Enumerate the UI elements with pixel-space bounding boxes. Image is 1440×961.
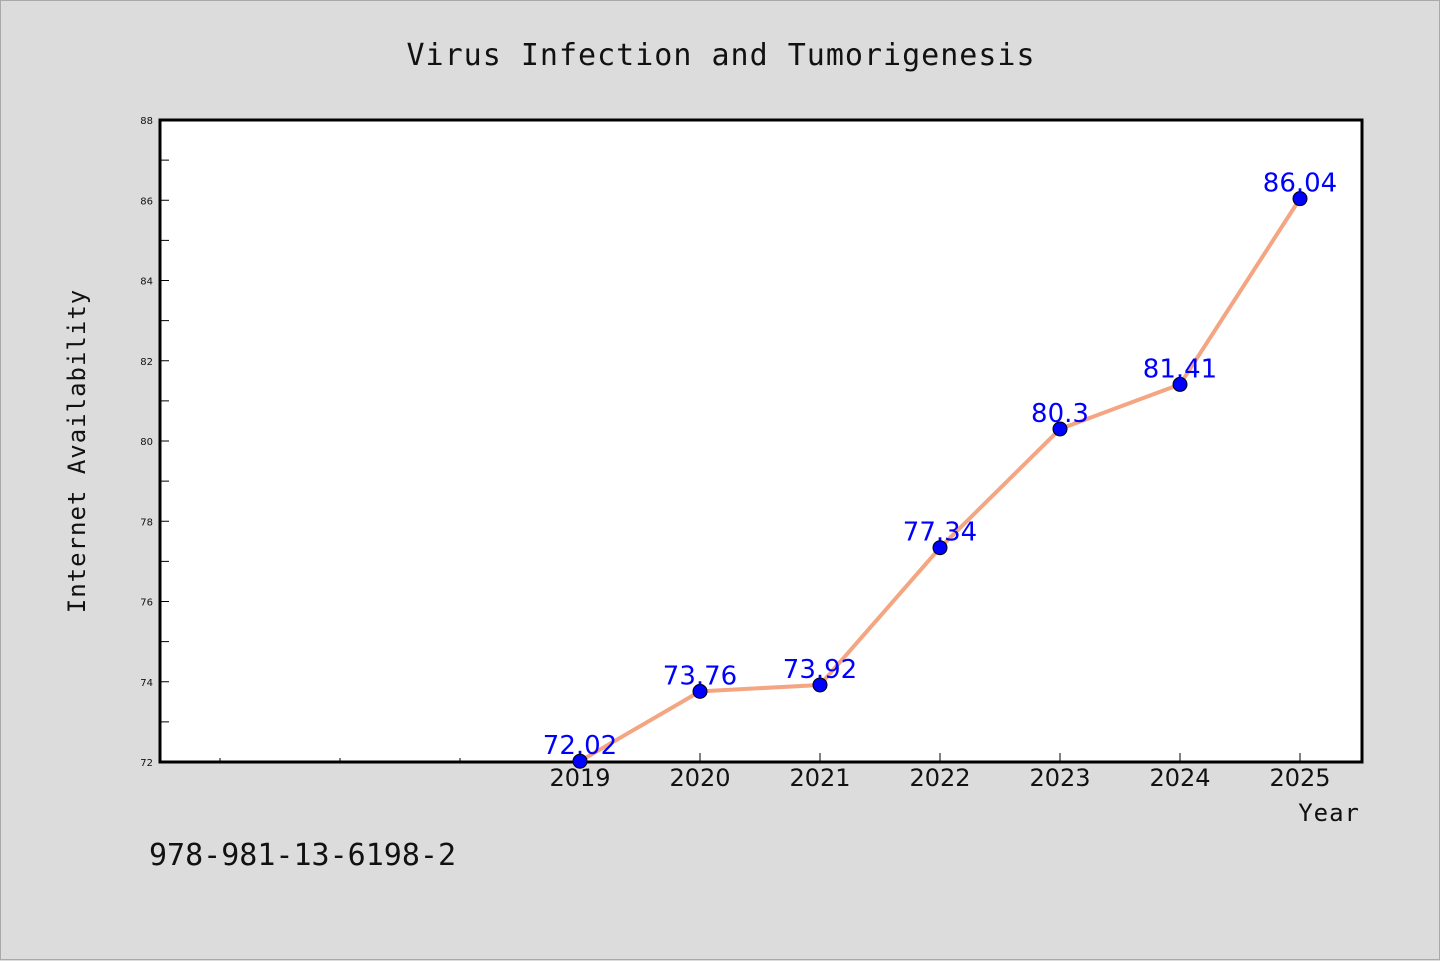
y-tick-label: 82	[140, 357, 153, 368]
y-tick-label: 84	[140, 277, 153, 288]
data-point-marker	[812, 677, 828, 693]
isbn-text: 978-981-13-6198-2	[149, 838, 456, 873]
data-point-marker	[1292, 191, 1308, 207]
data-label: 81.41	[1143, 354, 1217, 384]
data-label: 73.92	[783, 655, 857, 685]
data-point-marker	[1052, 421, 1068, 437]
data-point-marker	[1172, 376, 1188, 392]
y-tick-label: 78	[140, 517, 153, 528]
x-tick-label: 2025	[1269, 764, 1330, 792]
data-label: 80.3	[1031, 399, 1089, 429]
x-tick-label: 2022	[909, 764, 970, 792]
y-axis-ticks: 72 74 76 78 80 82 84 86 88	[140, 116, 169, 769]
x-tick-label: 2023	[1029, 764, 1090, 792]
data-label: 86.04	[1263, 169, 1337, 199]
data-label: 72.02	[543, 731, 617, 761]
x-tick-label: 2020	[669, 764, 730, 792]
series-markers	[572, 191, 1308, 769]
y-tick-label: 88	[140, 116, 153, 127]
y-tick-label: 86	[140, 196, 153, 207]
y-tick-label: 74	[140, 678, 153, 689]
y-tick-label: 80	[140, 437, 153, 448]
data-point-marker	[692, 683, 708, 699]
chart-title: Virus Infection and Tumorigenesis	[406, 38, 1035, 73]
x-axis-label: Year	[1298, 799, 1360, 827]
x-tick-label: 2024	[1149, 764, 1210, 792]
data-point-marker	[932, 540, 948, 556]
data-label: 73.76	[663, 661, 737, 691]
data-labels: 72.02 73.76 73.92 77.34 80.3 81.41 86.04	[543, 169, 1337, 762]
y-tick-label: 72	[140, 758, 153, 769]
data-point-marker	[572, 753, 588, 769]
x-axis-ticks: 2019 2020 2021 2022 2023 2024 2025	[219, 753, 1331, 792]
y-axis-label: Internet Availability	[63, 289, 91, 613]
data-label: 77.34	[903, 518, 977, 548]
x-tick-label: 2021	[789, 764, 850, 792]
y-tick-label: 76	[140, 598, 153, 609]
plot-area	[158, 118, 1364, 764]
